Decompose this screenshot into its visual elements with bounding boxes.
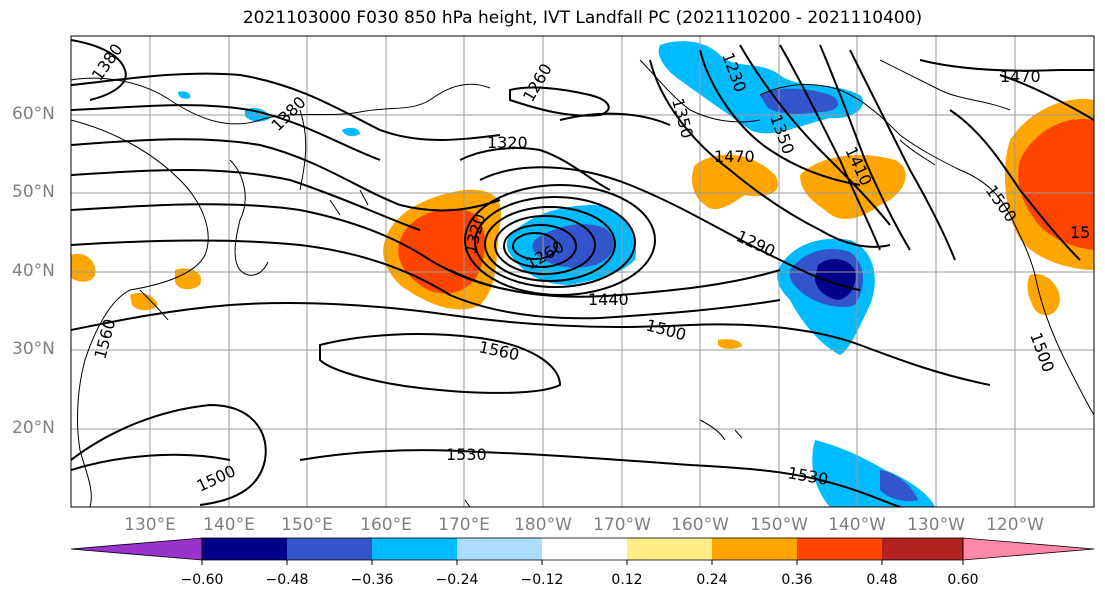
colorbar-segment [712, 538, 797, 560]
ivt-negative-region [178, 91, 191, 99]
ivt-negative-region [760, 88, 839, 114]
colorbar-tick-label: −0.12 [520, 572, 564, 588]
colorbar-segment [882, 538, 963, 560]
colorbar-segment [202, 538, 287, 560]
contour-label: 15 [1070, 223, 1090, 242]
colorbar-tick-label: 0.48 [866, 572, 898, 588]
ivt-positive-region [1027, 274, 1060, 316]
lat-label: 30°N [12, 339, 55, 359]
gridlines [71, 36, 1094, 507]
colorbar [70, 537, 1095, 565]
colorbar-segment [542, 538, 627, 560]
colorbar-segment [457, 538, 542, 560]
contour-label: 1530 [446, 445, 487, 464]
lat-label: 50°N [12, 182, 55, 202]
height-contour [71, 169, 421, 231]
lon-label: 170°E [438, 515, 490, 535]
lon-label: 150°E [281, 515, 333, 535]
lon-label: 140°W [828, 515, 886, 535]
lon-label: 130°W [907, 515, 965, 535]
ivt-positive-region [692, 154, 779, 210]
lon-label: 160°E [360, 515, 412, 535]
ivt-positive-region [1018, 119, 1094, 251]
ivt-positive-region [71, 253, 96, 282]
ivt-positive-region [130, 293, 158, 311]
coastlines [71, 59, 1094, 507]
contour-label: 1320 [487, 133, 528, 152]
colorbar-segment [287, 538, 372, 560]
lon-label: 150°W [750, 515, 808, 535]
lon-label: 170°W [593, 515, 651, 535]
colorbar-tick-label: 0.60 [947, 572, 979, 588]
lon-label: 180°W [514, 515, 572, 535]
colorbar-high-extension [962, 537, 1095, 561]
colorbar-tick-label: 0.24 [696, 572, 728, 588]
ivt-negative-region [815, 258, 856, 300]
ivt-negative-region [342, 127, 360, 137]
lat-label: 40°N [12, 261, 55, 281]
colorbar-tick-label: −0.48 [265, 572, 309, 588]
height-contour [71, 302, 991, 386]
lon-label: 140°E [203, 515, 255, 535]
colorbar-tick-label: −0.36 [350, 572, 394, 588]
colorbar-tick-label: 0.36 [781, 572, 813, 588]
colorbar-low-extension [70, 537, 203, 561]
ivt-positive-region [718, 339, 742, 349]
ivt-negative-region [880, 470, 918, 502]
colorbar-tick-label: 0.12 [611, 572, 643, 588]
map-frame [70, 35, 1095, 508]
lat-label: 60°N [12, 104, 55, 124]
lat-label: 20°N [12, 418, 55, 438]
height-contour [71, 39, 127, 101]
colorbar-segment [372, 538, 457, 560]
map-title: 2021103000 F030 850 hPa height, IVT Land… [242, 8, 923, 28]
colorbar-tick-label: −0.24 [435, 572, 479, 588]
contour-label: 1470 [1000, 67, 1041, 86]
colorbar-segment [797, 538, 882, 560]
lon-label: 130°E [124, 515, 176, 535]
colorbar-segment [627, 538, 712, 560]
ivt-negative-region [532, 224, 614, 268]
contour-label: 1470 [714, 147, 755, 166]
contour-label: 1440 [588, 290, 629, 309]
colorbar-tick-label: −0.60 [180, 572, 224, 588]
lon-label: 160°W [671, 515, 729, 535]
ivt-positive-region [175, 268, 201, 290]
height-contours [71, 39, 1094, 507]
lon-label: 120°W [986, 515, 1044, 535]
